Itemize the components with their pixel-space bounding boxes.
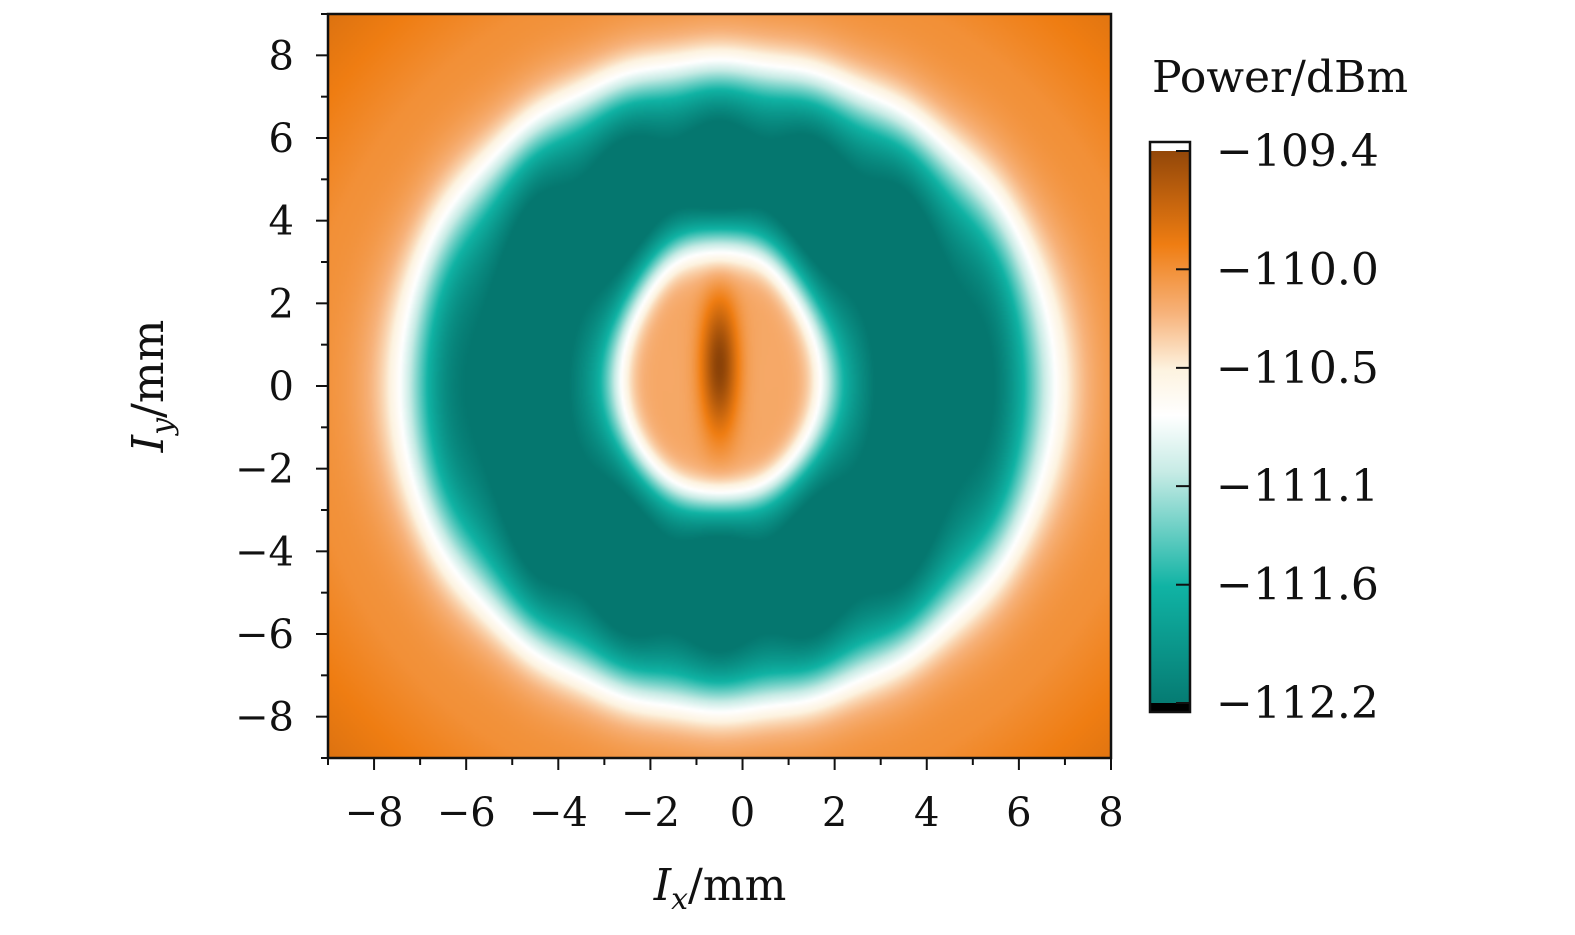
plot-area	[326, 12, 1113, 760]
x-tick-label: 6	[1006, 790, 1031, 836]
heatmap-field	[328, 14, 1111, 758]
x-tick-label: 8	[1098, 790, 1123, 836]
y-tick-label: −8	[235, 695, 294, 741]
colorbar-gradient	[1150, 142, 1190, 712]
x-axis-unit: /mm	[688, 860, 786, 911]
y-axis: 8 6 4 2 0 −2 −4 −6 −8	[235, 13, 328, 759]
colorbar-top-cap	[1150, 142, 1190, 151]
x-tick-label: 0	[730, 790, 755, 836]
x-tick-label: −6	[437, 790, 496, 836]
y-tick-label: 2	[269, 281, 294, 327]
x-axis-subscript: x	[671, 882, 688, 917]
colorbar-title: Power/dBm	[1152, 52, 1408, 103]
x-tick-label: −8	[345, 790, 404, 836]
y-tick-label: 4	[269, 199, 294, 245]
y-tick-label: −4	[235, 529, 294, 575]
x-tick-label: 2	[822, 790, 847, 836]
colorbar: Power/dBm −109.4 −110.0 −110.5 −111.1 −111.6…	[1148, 52, 1408, 729]
colorbar-tick-label: −111.6	[1216, 560, 1379, 611]
x-tick-label: −4	[529, 790, 588, 836]
colorbar-frame	[1148, 140, 1192, 714]
colorbar-tick-label: −110.5	[1216, 343, 1379, 394]
y-axis-subscript: y	[145, 417, 180, 437]
colorbar-ticks: −109.4 −110.0 −110.5 −111.1 −111.6 −112.2	[1176, 126, 1379, 729]
y-tick-label: 8	[269, 33, 294, 79]
y-axis-symbol: I	[123, 433, 174, 453]
y-axis-label: Iy/mm	[123, 320, 180, 454]
x-axis: −8 −6 −4 −2 0 2 4 6 8	[327, 758, 1124, 836]
x-tick-label: 4	[914, 790, 939, 836]
colorbar-tick-label: −111.1	[1216, 461, 1379, 512]
x-axis-label: Ix/mm	[653, 860, 787, 917]
x-axis-symbol: I	[653, 860, 673, 911]
y-tick-label: 0	[269, 364, 294, 410]
y-tick-label: −2	[235, 447, 294, 493]
x-tick-label: −2	[621, 790, 680, 836]
y-axis-unit: /mm	[123, 320, 174, 418]
colorbar-tick-label: −110.0	[1216, 244, 1379, 295]
colorbar-bottom-cap	[1150, 703, 1190, 712]
y-tick-label: −6	[235, 612, 294, 658]
y-tick-label: 6	[269, 116, 294, 162]
colorbar-tick-label: −112.2	[1216, 678, 1379, 729]
colorbar-tick-label: −109.4	[1216, 126, 1379, 177]
